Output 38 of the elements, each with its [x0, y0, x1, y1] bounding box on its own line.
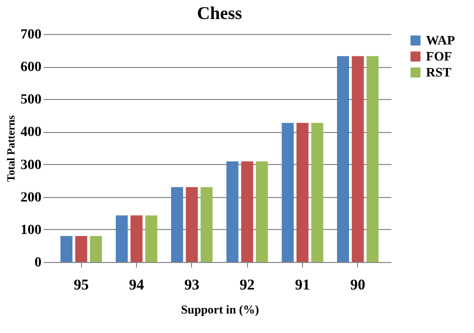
bar	[256, 161, 268, 262]
y-tick-label: 700	[20, 28, 42, 42]
bar	[226, 161, 238, 262]
bar	[337, 56, 350, 262]
legend-label: FOF	[426, 48, 452, 64]
bar	[200, 187, 213, 262]
chart-title: Chess	[196, 3, 242, 23]
x-tick-label: 94	[129, 278, 145, 294]
bar	[145, 215, 158, 262]
legend-label: RST	[426, 64, 452, 80]
bar	[60, 236, 72, 262]
bar	[296, 122, 308, 262]
y-axis-title: Total Patterns	[6, 114, 18, 182]
bar	[366, 56, 379, 262]
bar	[186, 187, 198, 262]
bar	[352, 56, 364, 262]
x-tick-label: 93	[184, 278, 200, 294]
legend-label: WAP	[426, 32, 455, 48]
bar	[90, 236, 102, 262]
y-tick-label: 200	[20, 190, 42, 206]
x-tick-label: 92	[240, 278, 255, 294]
bar	[241, 161, 254, 262]
y-tick-label: 300	[20, 158, 42, 173]
y-tick-label: 500	[20, 92, 42, 108]
y-tick-label: 600	[20, 60, 42, 76]
bar	[171, 187, 184, 262]
bar	[75, 236, 88, 262]
x-tick-label: 90	[350, 278, 366, 294]
bar	[130, 215, 143, 262]
x-axis-title: Support in (%)	[180, 302, 260, 316]
y-tick-label: 400	[20, 125, 42, 140]
x-tick-label: 95	[74, 278, 89, 294]
y-tick-label: 0	[34, 256, 42, 270]
y-tick-label: 100	[20, 222, 42, 238]
bar	[116, 215, 128, 262]
x-tick-label: 91	[294, 278, 310, 294]
bar	[282, 122, 294, 262]
bar	[311, 122, 324, 262]
